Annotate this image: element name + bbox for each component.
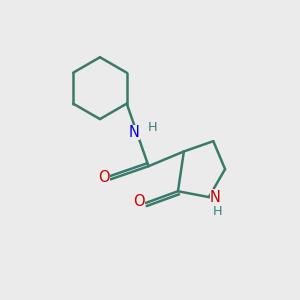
Text: O: O xyxy=(98,170,110,185)
Text: N: N xyxy=(129,125,140,140)
Text: H: H xyxy=(212,205,222,218)
Text: H: H xyxy=(148,121,158,134)
Text: O: O xyxy=(133,194,145,209)
Text: N: N xyxy=(210,190,221,205)
